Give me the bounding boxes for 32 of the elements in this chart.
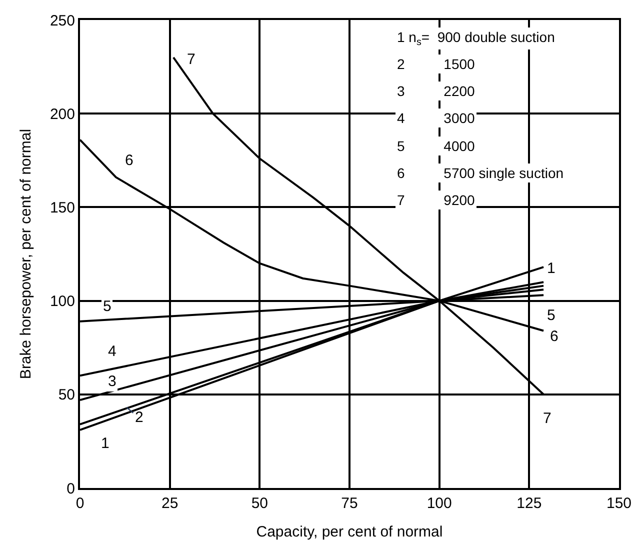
y-axis-title: Brake horsepower, per cent of normal — [18, 128, 35, 380]
annotation: 2 1500 — [397, 56, 476, 72]
x-tick-label: 100 — [426, 495, 452, 512]
annotation: 5 — [547, 307, 556, 324]
x-tick-label: 50 — [251, 495, 268, 512]
annotation: 1 — [547, 260, 556, 277]
annotation: 7 — [187, 51, 196, 68]
annotation: 4 — [108, 343, 116, 360]
annotation: 1 — [101, 435, 110, 452]
annotation: 5 — [103, 298, 112, 315]
y-tick-label: 250 — [50, 12, 75, 30]
annotation: 2 — [135, 409, 144, 426]
y-tick-label: 100 — [50, 293, 75, 310]
annotation: 4 3000 — [397, 110, 476, 126]
annotation: 6 — [125, 152, 134, 169]
annotation: 6 — [550, 328, 558, 345]
annotation: 1 n$_{s}$= 900 double suction — [397, 29, 555, 48]
annotation: 3 2200 — [397, 83, 476, 99]
annotation: 7 — [543, 410, 552, 427]
annotation: 3 — [108, 373, 116, 390]
x-tick-label: 75 — [341, 495, 358, 512]
y-tick-label: 50 — [58, 386, 75, 404]
annotation: 6 5700 single suction — [397, 165, 564, 181]
annotation: 5 4000 — [397, 138, 476, 154]
x-tick-label: 125 — [516, 495, 542, 512]
y-tick-label: 0 — [66, 480, 75, 498]
x-tick-label: 25 — [161, 495, 178, 512]
x-tick-label: 150 — [606, 495, 632, 512]
y-tick-label: 150 — [50, 199, 75, 216]
annotation: 7 9200 — [397, 192, 476, 208]
x-axis-title: Capacity, per cent of normal — [256, 524, 443, 540]
y-tick-label: 200 — [50, 106, 75, 123]
